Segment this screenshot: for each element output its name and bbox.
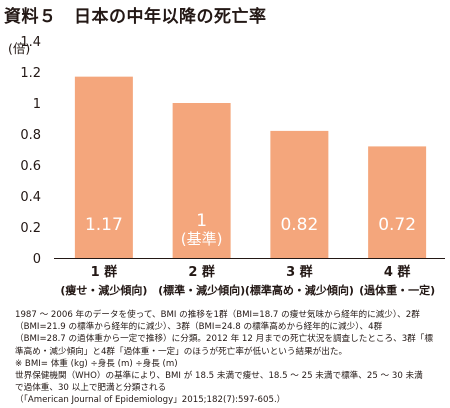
footnote-line: （BMI=28.7 の過体重から一定で推移）に分類。2012 年 12 月までの…: [15, 334, 433, 345]
bar-value-label: 1.17: [85, 215, 123, 235]
bar: [74, 76, 133, 259]
footnote-line: （BMI=21.9 の標準から経年的に減少）、3群（BMI=24.8 の標準高め…: [15, 322, 383, 333]
x-category-desc-label: (痩せ・減少傾向): [60, 283, 147, 297]
y-tick-label: 0.8: [20, 128, 41, 143]
y-tick-label: 1.2: [20, 66, 41, 81]
footnotes: 1987 ～ 2006 年のデータを使って、BMI の推移を1群（BMI=18.…: [15, 309, 443, 407]
x-category-group-label: 4 群: [384, 264, 411, 280]
y-tick-label: 0.6: [20, 159, 41, 174]
x-category-group-label: 2 群: [188, 264, 215, 280]
bar: [368, 146, 427, 258]
bar-value-label: (基準): [181, 230, 223, 248]
x-category-desc-label: (標準・減少傾向): [158, 283, 245, 297]
bar-chart: 00.20.40.60.811.21.41.171 群(痩せ・減少傾向)1(基準…: [20, 35, 445, 297]
footnote-line: 準高め・減少傾向」と4群「過体重・一定」のほうが死亡率が低いという結果が出た。: [15, 346, 348, 357]
y-tick-label: 0: [33, 252, 41, 267]
y-tick-label: 0.2: [20, 221, 41, 236]
bar: [270, 130, 329, 258]
y-axis-unit-label: (倍): [8, 41, 31, 56]
x-category-group-label: 1 群: [91, 264, 118, 280]
footnote-line: 世界保健機関（WHO）の基準により、BMI が 18.5 未満で痩せ、18.5 …: [15, 371, 423, 382]
footnote-line: ※ BMI= 体重 (kg) ÷身長 (m) ÷身長 (m): [15, 358, 178, 369]
x-category-desc-label: (過体重・一定): [359, 283, 435, 297]
bar-value-label: 0.82: [280, 215, 318, 235]
y-tick-label: 0.4: [20, 190, 41, 205]
bar-value-label: 0.72: [378, 215, 416, 235]
bar: [172, 103, 231, 258]
bar-value-label: 1: [196, 211, 207, 231]
footnote-line: 1987 ～ 2006 年のデータを使って、BMI の推移を1群（BMI=18.…: [15, 310, 420, 320]
footnote-line: で過体重、30 以上で肥満と分類される: [15, 383, 167, 394]
footnote-line: （「American Journal of Epidemiology」2015;…: [15, 395, 286, 406]
y-tick-label: 1: [33, 97, 41, 112]
x-category-group-label: 3 群: [286, 264, 313, 280]
x-category-desc-label: (標準高め・減少傾向): [245, 283, 354, 297]
y-tick-label: 1.4: [20, 35, 41, 50]
page-title: 資料５ 日本の中年以降の死亡率: [4, 7, 267, 27]
